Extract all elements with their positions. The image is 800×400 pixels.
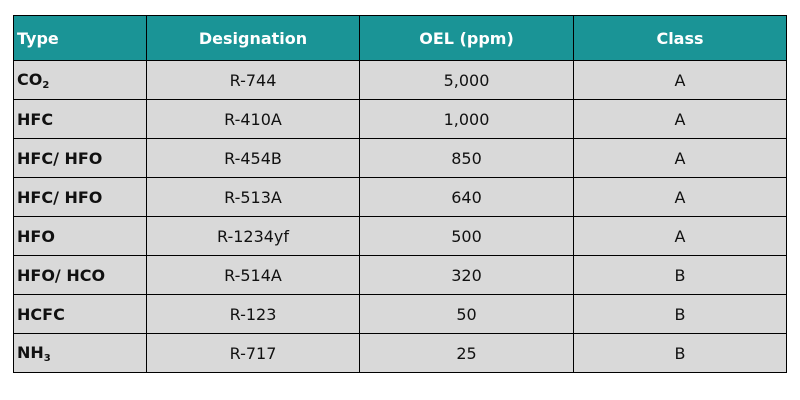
cell-oel: 50: [359, 294, 574, 334]
type-text: HFO: [17, 226, 55, 246]
cell-type: HFO: [13, 216, 147, 256]
table-header: Type Designation OEL (ppm) Class: [13, 15, 787, 61]
cell-class: B: [573, 333, 787, 373]
cell-designation: R-744: [146, 60, 360, 100]
column-header-class: Class: [573, 15, 787, 61]
cell-oel: 850: [359, 138, 574, 178]
type-text: HFO/ HCO: [17, 265, 106, 285]
cell-oel: 640: [359, 177, 574, 217]
cell-designation: R-514A: [146, 255, 360, 295]
cell-oel: 25: [359, 333, 574, 373]
column-header-designation: Designation: [146, 15, 360, 61]
cell-oel: 5,000: [359, 60, 574, 100]
header-row: Type Designation OEL (ppm) Class: [13, 15, 787, 61]
cell-class: A: [573, 99, 787, 139]
cell-designation: R-123: [146, 294, 360, 334]
table-row: NH3 R-717 25 B: [13, 333, 787, 373]
table-row: HFO/ HCO R-514A 320 B: [13, 255, 787, 295]
table-body: CO2 R-744 5,000 A HFC R-410A 1,000 A HFC…: [13, 60, 787, 373]
cell-designation: R-717: [146, 333, 360, 373]
cell-class: B: [573, 294, 787, 334]
cell-oel: 320: [359, 255, 574, 295]
cell-type: CO2: [13, 60, 147, 100]
type-text: HFC/ HFO: [17, 148, 103, 168]
table-row: HCFC R-123 50 B: [13, 294, 787, 334]
type-text: HCFC: [17, 304, 65, 324]
type-subscript: 2: [42, 79, 50, 91]
cell-type: HFC: [13, 99, 147, 139]
column-header-type: Type: [13, 15, 147, 61]
cell-oel: 500: [359, 216, 574, 256]
cell-designation: R-513A: [146, 177, 360, 217]
cell-type: HFC/ HFO: [13, 177, 147, 217]
type-text: HFC/ HFO: [17, 187, 103, 207]
type-text: HFC: [17, 109, 54, 129]
cell-class: A: [573, 138, 787, 178]
cell-class: B: [573, 255, 787, 295]
cell-type: HFC/ HFO: [13, 138, 147, 178]
refrigerant-oel-table: Type Designation OEL (ppm) Class CO2 R-7…: [13, 15, 787, 373]
cell-designation: R-1234yf: [146, 216, 360, 256]
cell-designation: R-454B: [146, 138, 360, 178]
cell-class: A: [573, 60, 787, 100]
type-subscript: 3: [43, 352, 51, 364]
cell-type: NH3: [13, 333, 147, 373]
cell-designation: R-410A: [146, 99, 360, 139]
type-text: CO: [17, 69, 43, 89]
cell-type: HCFC: [13, 294, 147, 334]
table-row: HFC/ HFO R-454B 850 A: [13, 138, 787, 178]
table-row: HFC R-410A 1,000 A: [13, 99, 787, 139]
cell-oel: 1,000: [359, 99, 574, 139]
cell-type: HFO/ HCO: [13, 255, 147, 295]
cell-class: A: [573, 216, 787, 256]
cell-class: A: [573, 177, 787, 217]
table-row: CO2 R-744 5,000 A: [13, 60, 787, 100]
table-row: HFO R-1234yf 500 A: [13, 216, 787, 256]
column-header-oel: OEL (ppm): [359, 15, 574, 61]
type-text: NH: [17, 342, 44, 362]
table-row: HFC/ HFO R-513A 640 A: [13, 177, 787, 217]
